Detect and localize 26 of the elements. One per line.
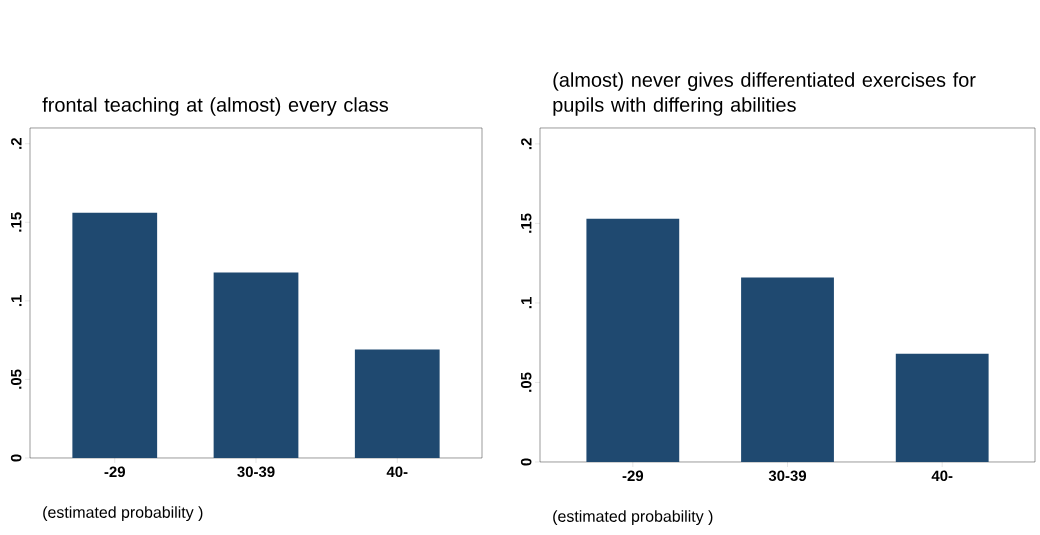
- chart-title: frontal teaching at (almost) every class: [42, 97, 389, 116]
- x-tick-label: 40-: [931, 470, 953, 482]
- x-tick-label: 30-39: [237, 466, 275, 478]
- y-tick-label: .15: [11, 212, 22, 232]
- text: (estimated probability ): [553, 510, 713, 526]
- x-tick-label: -29: [104, 466, 125, 478]
- bar: [741, 277, 834, 462]
- bar: [354, 349, 440, 458]
- x-tick-label: 30-39: [768, 470, 807, 482]
- chart-title: (almost) never gives differentiated exercises for pupils with differing abilities: [553, 72, 976, 116]
- y-tick-label: .2: [521, 138, 532, 150]
- bar: [72, 212, 158, 458]
- x-tick-label: -29: [622, 470, 644, 482]
- x-tick-label: 40-: [386, 466, 408, 478]
- bar: [586, 218, 680, 462]
- bar: [213, 272, 299, 458]
- y-tick-label: .05: [10, 369, 22, 389]
- text: (estimated probability ): [43, 506, 203, 522]
- bar: [895, 353, 989, 462]
- y-tick-label: .1: [521, 297, 532, 309]
- y-tick-label: .05: [520, 372, 532, 392]
- y-tick-label: 0: [10, 454, 22, 462]
- y-tick-label: .1: [11, 295, 22, 307]
- y-tick-label: 0: [520, 458, 532, 466]
- y-tick-label: .2: [11, 138, 22, 149]
- y-tick-label: .15: [521, 213, 532, 233]
